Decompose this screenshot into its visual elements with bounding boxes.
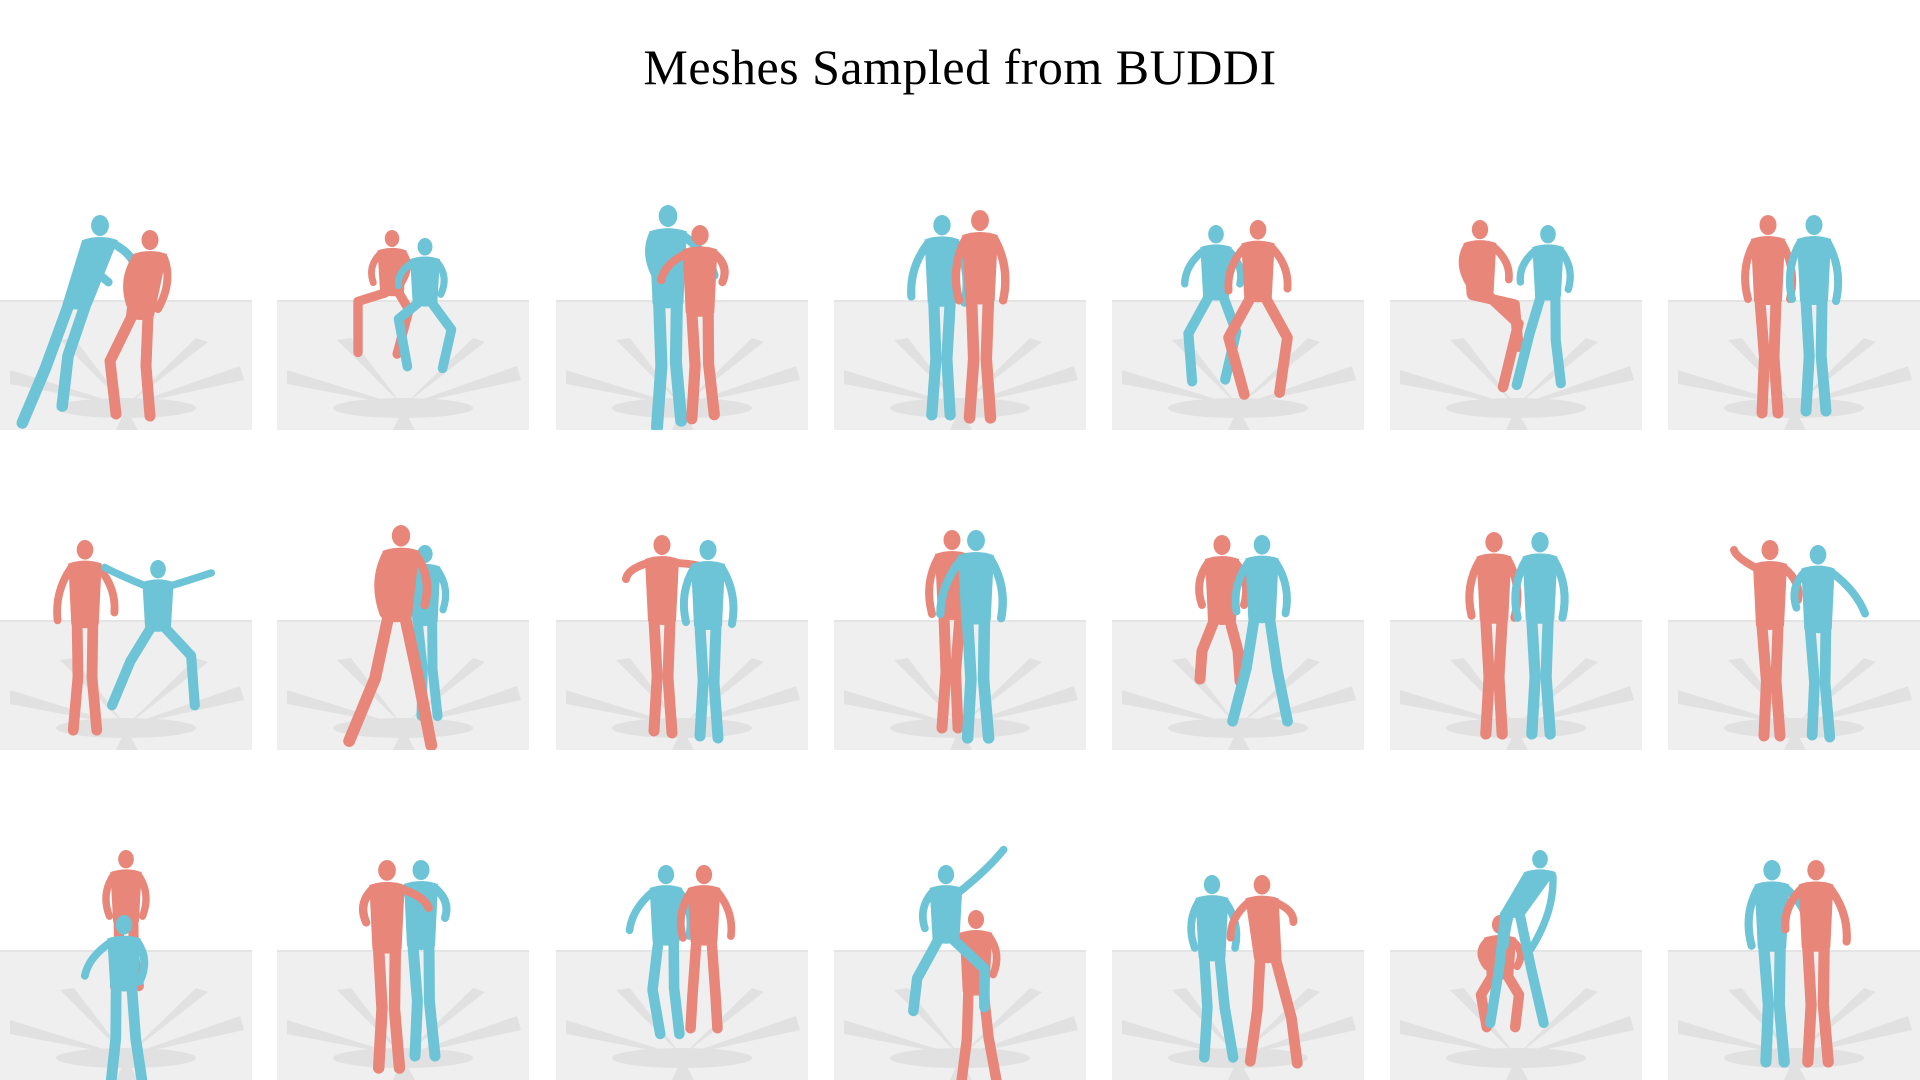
floor-edge xyxy=(1668,950,1920,952)
mesh-render xyxy=(1668,860,1920,1080)
mesh-sample-embracing xyxy=(556,170,808,430)
floor-shadow xyxy=(10,988,244,1080)
blue-body-mesh xyxy=(1227,535,1293,727)
mesh-sample-standing-side-by-side xyxy=(834,170,1086,430)
mesh-render xyxy=(1112,875,1364,1080)
floor-edge xyxy=(1112,620,1364,622)
salmon-body-mesh xyxy=(657,225,729,425)
salmon-body-mesh xyxy=(1458,220,1524,393)
mesh-sample-hugging-from-behind xyxy=(277,820,529,1080)
mesh-render xyxy=(1390,220,1642,430)
mesh-render xyxy=(1112,220,1364,430)
mesh-render xyxy=(277,860,529,1080)
blue-body-mesh xyxy=(679,540,738,744)
mesh-sample-piggyback-reaching-up xyxy=(834,820,1086,1080)
mesh-render xyxy=(0,215,252,430)
mesh-render xyxy=(1112,535,1364,750)
mesh-sample-overlapping-standing xyxy=(834,490,1086,750)
mesh-sample-hand-on-shoulder xyxy=(556,490,808,750)
floor-edge xyxy=(556,950,808,952)
mesh-sample-lunging xyxy=(0,490,252,750)
blue-body-mesh xyxy=(1511,225,1574,391)
salmon-body-mesh xyxy=(343,525,438,750)
salmon-body-mesh xyxy=(622,535,710,739)
floor-shadow xyxy=(287,338,521,430)
floor-shadow xyxy=(566,988,800,1080)
salmon-body-mesh xyxy=(359,860,433,1074)
salmon-body-mesh xyxy=(1226,875,1303,1069)
mesh-render xyxy=(1668,215,1920,430)
mesh-render xyxy=(556,205,808,430)
mesh-sample-standing-side-by-side xyxy=(1668,820,1920,1080)
floor-edge xyxy=(0,620,252,622)
mesh-sample-one-leaning-over-other xyxy=(0,170,252,430)
blue-body-mesh xyxy=(907,215,971,421)
mesh-render xyxy=(0,850,252,1080)
floor-edge xyxy=(1112,300,1364,302)
blue-body-mesh xyxy=(908,845,1008,1017)
blue-body-mesh xyxy=(936,530,1007,744)
mesh-render xyxy=(1668,540,1920,750)
blue-body-mesh xyxy=(1790,545,1869,743)
floor-edge xyxy=(1112,950,1364,952)
floor-shadow xyxy=(1400,988,1634,1080)
mesh-render xyxy=(834,210,1086,430)
page-title: Meshes Sampled from BUDDI xyxy=(643,39,1277,95)
floor-edge xyxy=(277,950,529,952)
mesh-render xyxy=(1390,850,1642,1080)
mesh-render xyxy=(277,525,529,750)
blue-body-mesh xyxy=(1785,215,1843,417)
floor-edge xyxy=(1668,620,1920,622)
mesh-render xyxy=(556,535,808,750)
mesh-render xyxy=(834,845,1086,1080)
blue-body-mesh xyxy=(625,865,695,1040)
blue-body-mesh xyxy=(100,560,216,711)
floor-shadow xyxy=(287,988,521,1080)
blue-body-mesh xyxy=(1187,875,1241,1063)
mesh-sample-kneeling-pair xyxy=(556,820,808,1080)
mesh-render xyxy=(556,865,808,1080)
blue-body-mesh xyxy=(80,915,149,1080)
blue-body-mesh xyxy=(386,860,451,1062)
mesh-sample-both-squatting xyxy=(1112,170,1364,430)
salmon-body-mesh xyxy=(53,540,119,736)
salmon-body-mesh xyxy=(951,210,1010,424)
mesh-render xyxy=(834,530,1086,750)
salmon-body-mesh xyxy=(1781,860,1851,1068)
salmon-body-mesh xyxy=(1194,535,1251,687)
mesh-render xyxy=(277,230,529,430)
mesh-sample-both-crouching xyxy=(277,170,529,430)
mesh-sample-falling-back xyxy=(1112,820,1364,1080)
salmon-body-mesh xyxy=(677,865,736,1034)
mesh-sample-kneeling-and-standing xyxy=(1112,490,1364,750)
blue-body-mesh xyxy=(393,238,457,374)
mesh-sample-standing-side-by-side xyxy=(1668,170,1920,430)
mesh-sample-carrying-on-back xyxy=(0,820,252,1080)
mesh-sample-bending-over xyxy=(1390,820,1642,1080)
salmon-body-mesh xyxy=(1223,220,1293,400)
salmon-body-mesh xyxy=(104,230,172,422)
mesh-render xyxy=(1390,532,1642,750)
mesh-sample-stepping-back-to-back xyxy=(277,490,529,750)
mesh-render xyxy=(0,540,252,750)
mesh-sample-sitting-and-crouching xyxy=(1390,170,1642,430)
mesh-sample-standing-side-by-side xyxy=(1390,490,1642,750)
blue-body-mesh xyxy=(1511,532,1569,740)
blue-body-mesh xyxy=(1485,850,1557,1029)
mesh-sample-waving-side-by-side xyxy=(1668,490,1920,750)
salmon-body-mesh xyxy=(1730,540,1803,742)
